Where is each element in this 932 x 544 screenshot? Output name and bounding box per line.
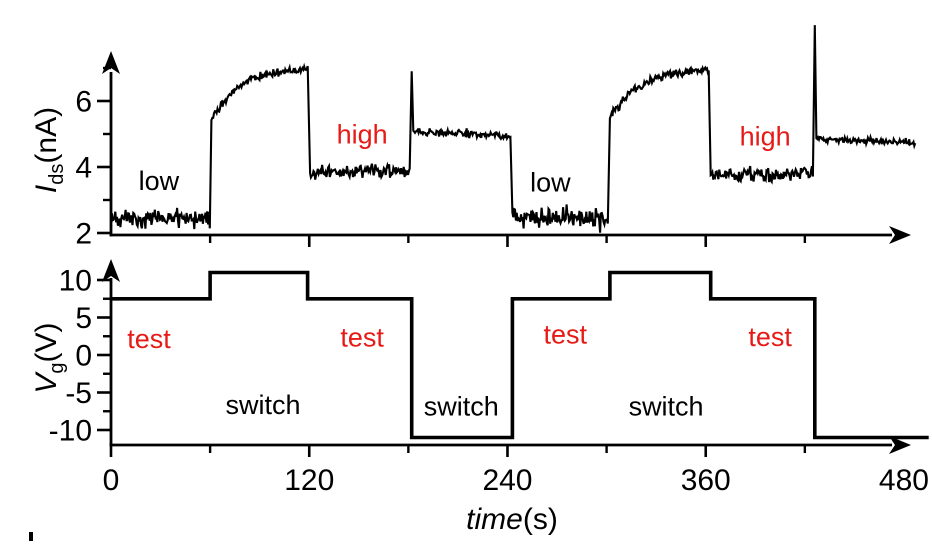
vg-x-tick-label: 360: [681, 464, 731, 497]
ids-trace: [110, 25, 917, 233]
vg-annotation-test-7: test: [748, 322, 792, 352]
ids-annotation-low-1: low: [139, 166, 180, 196]
vg-annotation-switch-6: switch: [629, 392, 704, 422]
vg-y-axis-arrow-icon: [102, 259, 120, 282]
ids-annotation-low-3: low: [530, 168, 571, 198]
vg-annotation-test-3: test: [340, 323, 384, 353]
ids-y-tick-label: 2: [75, 218, 92, 251]
vg-annotation-test-5: test: [544, 320, 588, 350]
vg-y-tick-label: -5: [65, 377, 92, 410]
ids-annotation-high-2: high: [337, 120, 388, 150]
vg-annotation-test-1: test: [127, 324, 171, 354]
ids-y-axis-title: Ids(nA): [30, 107, 68, 193]
vg-trace: [111, 270, 929, 440]
vg-y-tick-label: -10: [49, 415, 92, 448]
ids-annotation-high-4: high: [740, 121, 791, 151]
ids-y-tick-label: 4: [75, 152, 92, 185]
vg-x-axis-arrow-icon: [889, 436, 911, 454]
vg-y-tick-label: 5: [75, 302, 92, 335]
ids-y-tick-label: 6: [75, 86, 92, 119]
vg-y-axis-title: Vg(V): [30, 322, 68, 393]
vg-annotation-switch-2: switch: [225, 390, 300, 420]
vg-y-tick-label: 10: [59, 265, 92, 298]
vg-annotation-switch-4: switch: [424, 392, 499, 422]
ids-y-axis-arrow-icon: [102, 51, 120, 74]
vg-y-tick-label: 0: [75, 340, 92, 373]
time-axis-title: time(s): [466, 503, 558, 536]
corner-mark: [29, 532, 33, 541]
ids-x-axis-arrow-icon: [889, 226, 911, 244]
vg-x-tick-label: 480: [879, 464, 929, 497]
vg-x-tick-label: 0: [103, 464, 120, 497]
vg-x-tick-label: 120: [284, 464, 334, 497]
vg-x-tick-label: 240: [482, 464, 532, 497]
